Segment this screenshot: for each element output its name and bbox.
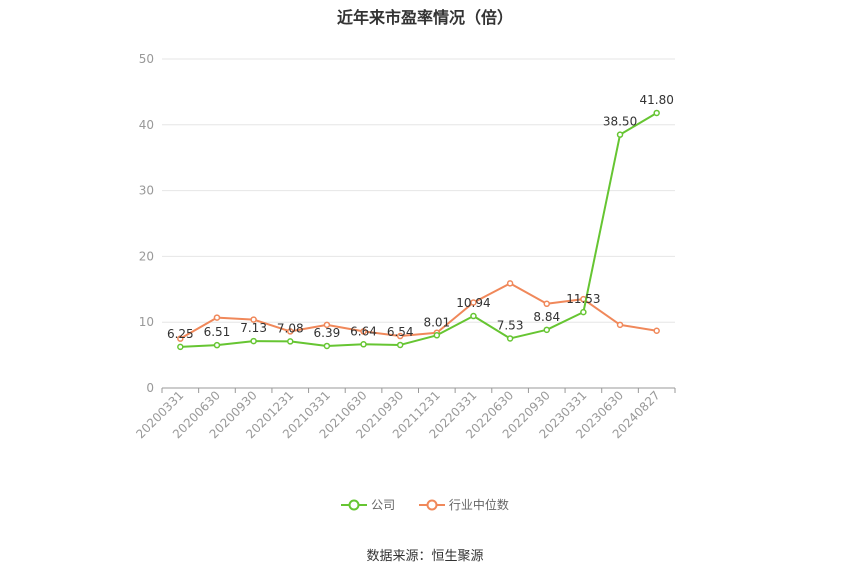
company-line bbox=[180, 112, 658, 348]
x-axis: 2020033120200630202009302020123120210331… bbox=[133, 387, 676, 441]
company-point bbox=[213, 341, 221, 349]
company-point bbox=[396, 341, 404, 349]
data-source: 数据来源：恒生聚源 bbox=[366, 549, 484, 564]
data-label: 6.25 bbox=[167, 327, 194, 341]
data-label: 7.53 bbox=[497, 318, 524, 332]
data-label: 7.13 bbox=[240, 321, 267, 335]
legend-industry-label: 行业中位数 bbox=[448, 498, 509, 512]
chart-title: 近年来市盈率情况（倍） bbox=[336, 8, 513, 27]
company-point bbox=[433, 332, 441, 339]
data-label: 6.64 bbox=[350, 324, 377, 338]
legend-company-label: 公司 bbox=[371, 498, 396, 512]
legend-item-company[interactable]: 公司 bbox=[341, 496, 395, 513]
company-point bbox=[323, 342, 331, 350]
company-point bbox=[360, 341, 367, 348]
series-industry bbox=[177, 280, 660, 342]
y-tick-label: 20 bbox=[139, 249, 154, 263]
data-label: 6.54 bbox=[387, 325, 414, 339]
y-tick-label: 40 bbox=[139, 118, 154, 132]
company-point bbox=[543, 326, 550, 334]
company-point bbox=[506, 335, 514, 342]
data-label: 41.80 bbox=[639, 93, 673, 107]
y-axis: 0 10 20 30 40 50 bbox=[139, 52, 154, 395]
legend-company-icon bbox=[341, 499, 368, 510]
industry-point bbox=[543, 300, 550, 308]
line-chart: 0 10 20 30 40 50 2020033120200630202009302020… bbox=[133, 52, 676, 441]
data-label: 6.39 bbox=[314, 326, 341, 340]
industry-point bbox=[323, 321, 331, 329]
industry-point bbox=[287, 328, 294, 335]
industry-point bbox=[250, 316, 257, 323]
industry-point bbox=[213, 314, 221, 321]
data-label: 11.53 bbox=[566, 292, 600, 306]
data-label: 6.51 bbox=[204, 325, 231, 339]
y-tick-label: 10 bbox=[139, 315, 154, 329]
series-company bbox=[177, 109, 660, 351]
legend-item-industry[interactable]: 行业中位数 bbox=[418, 496, 509, 513]
company-point bbox=[287, 338, 294, 345]
company-point bbox=[580, 308, 587, 316]
y-tick-label: 30 bbox=[139, 184, 154, 198]
legend-industry-icon bbox=[418, 499, 445, 510]
data-label: 7.08 bbox=[277, 321, 304, 335]
data-labels: 6.25 6.51 7.13 7.08 6.39 6.64 6.54 8.01 10.94 7.5… bbox=[167, 93, 674, 341]
industry-point bbox=[616, 321, 624, 329]
data-label: 10.94 bbox=[456, 296, 490, 310]
industry-point bbox=[177, 335, 184, 342]
company-point bbox=[653, 109, 660, 117]
data-label: 8.01 bbox=[423, 315, 450, 329]
industry-line bbox=[179, 282, 657, 340]
y-tick-label: 50 bbox=[139, 52, 154, 66]
data-label: 38.50 bbox=[603, 115, 637, 129]
industry-point bbox=[470, 299, 477, 306]
company-point bbox=[177, 343, 184, 351]
industry-point bbox=[653, 327, 660, 335]
data-label: 8.84 bbox=[533, 310, 560, 324]
y-tick-label: 0 bbox=[146, 381, 154, 395]
company-point bbox=[616, 131, 624, 138]
industry-point bbox=[396, 332, 404, 340]
grid-lines bbox=[162, 58, 675, 323]
industry-point bbox=[360, 328, 367, 335]
industry-point bbox=[506, 280, 514, 287]
company-point bbox=[250, 337, 257, 345]
company-point bbox=[470, 312, 477, 320]
legend: 公司 行业中位数 bbox=[0, 496, 850, 514]
